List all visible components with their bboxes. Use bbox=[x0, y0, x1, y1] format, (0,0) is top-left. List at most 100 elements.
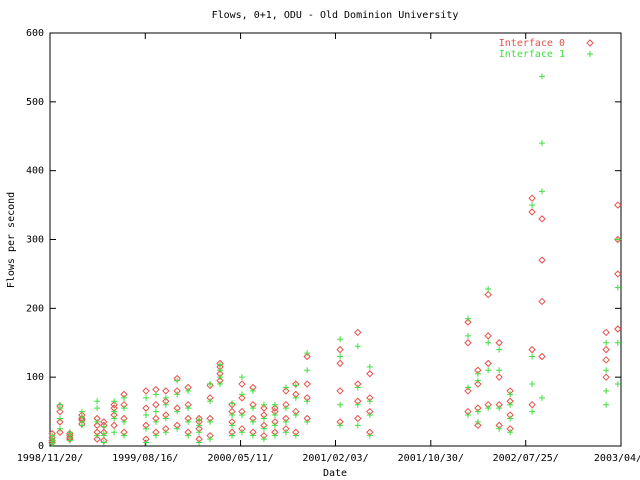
point bbox=[529, 408, 536, 415]
point bbox=[485, 367, 492, 374]
x-tick-label: 2001/10/30/ bbox=[398, 453, 464, 464]
chart-title: Flows, 0+1, ODU - Old Dominion Universit… bbox=[212, 10, 459, 21]
point bbox=[142, 425, 149, 432]
point bbox=[271, 412, 278, 419]
point bbox=[185, 387, 192, 394]
y-tick-label: 200 bbox=[26, 303, 44, 314]
point bbox=[539, 73, 546, 80]
y-tick-label: 600 bbox=[26, 28, 44, 39]
x-axis-label: Date bbox=[323, 468, 347, 479]
point bbox=[185, 418, 192, 425]
point bbox=[366, 412, 373, 419]
point bbox=[121, 418, 128, 425]
point bbox=[100, 432, 107, 439]
point bbox=[185, 405, 192, 412]
point bbox=[271, 432, 278, 439]
point bbox=[260, 404, 268, 412]
point bbox=[249, 405, 256, 412]
point bbox=[271, 422, 278, 429]
point bbox=[271, 404, 279, 412]
point bbox=[260, 415, 267, 422]
point bbox=[217, 361, 224, 368]
point bbox=[614, 339, 621, 346]
point bbox=[238, 429, 245, 436]
point bbox=[56, 415, 63, 422]
point bbox=[229, 432, 236, 439]
y-axis-label: Flows per second bbox=[6, 192, 17, 288]
point bbox=[152, 408, 159, 415]
point bbox=[121, 432, 128, 439]
point bbox=[614, 325, 622, 333]
point bbox=[538, 256, 546, 264]
point bbox=[207, 436, 214, 443]
point bbox=[66, 437, 73, 444]
point bbox=[94, 432, 101, 439]
point bbox=[196, 439, 203, 446]
point bbox=[464, 315, 471, 322]
point bbox=[366, 363, 373, 370]
point bbox=[292, 412, 299, 419]
y-tick-label: 0 bbox=[38, 441, 44, 452]
point bbox=[121, 405, 128, 412]
point bbox=[94, 405, 101, 412]
point bbox=[539, 394, 546, 401]
point bbox=[304, 418, 311, 425]
point bbox=[94, 398, 101, 405]
point bbox=[614, 270, 622, 278]
point bbox=[485, 339, 492, 346]
point bbox=[229, 422, 236, 429]
point bbox=[56, 401, 63, 408]
point bbox=[238, 394, 246, 402]
point bbox=[282, 418, 289, 425]
point bbox=[507, 429, 514, 436]
y-tick-label: 500 bbox=[26, 97, 44, 108]
point bbox=[142, 404, 150, 412]
point bbox=[336, 387, 344, 395]
point bbox=[78, 414, 85, 421]
point bbox=[56, 425, 63, 432]
point bbox=[174, 391, 181, 398]
point bbox=[603, 387, 610, 394]
point bbox=[93, 435, 101, 443]
point bbox=[111, 408, 118, 415]
point bbox=[111, 398, 118, 405]
point bbox=[304, 367, 311, 374]
x-tick-label: 2003/04/2 bbox=[594, 453, 640, 464]
x-tick-label: 2002/07/25/ bbox=[493, 453, 559, 464]
legend-marker bbox=[587, 51, 593, 57]
point bbox=[282, 405, 289, 412]
point bbox=[142, 412, 149, 419]
y-tick-label: 100 bbox=[26, 372, 44, 383]
point bbox=[538, 215, 546, 223]
point bbox=[282, 387, 290, 395]
point bbox=[162, 401, 169, 408]
point bbox=[538, 297, 546, 306]
point bbox=[614, 381, 621, 388]
point bbox=[260, 436, 267, 443]
point bbox=[529, 202, 536, 209]
point bbox=[152, 400, 160, 409]
y-tick-label: 300 bbox=[26, 235, 44, 246]
x-tick-label: 2001/02/03/ bbox=[302, 453, 368, 464]
point bbox=[495, 373, 503, 381]
y-tick-label: 400 bbox=[26, 166, 44, 177]
point bbox=[507, 391, 514, 398]
point bbox=[528, 345, 536, 354]
point bbox=[196, 422, 203, 429]
point bbox=[217, 381, 224, 388]
point bbox=[602, 356, 610, 364]
point bbox=[238, 374, 245, 381]
point bbox=[249, 432, 256, 439]
point bbox=[354, 343, 361, 350]
point bbox=[602, 328, 610, 337]
legend-label: Interface 0 bbox=[499, 38, 565, 49]
point bbox=[217, 367, 224, 374]
point bbox=[474, 418, 481, 425]
point bbox=[354, 422, 361, 429]
point bbox=[614, 201, 622, 209]
point bbox=[238, 380, 246, 388]
point bbox=[121, 394, 128, 401]
point bbox=[111, 429, 118, 436]
point bbox=[185, 432, 192, 439]
